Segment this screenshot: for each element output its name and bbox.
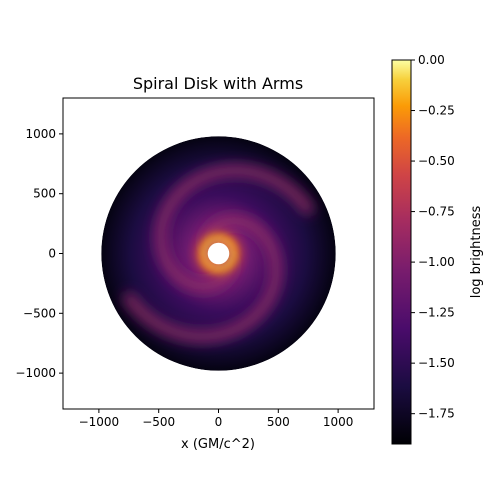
x-axis: −1000 −500 0 500 1000	[79, 409, 354, 429]
y-tick-label: 1000	[25, 127, 56, 141]
inner-glow-ring	[198, 233, 239, 274]
colorbar-tick-label: −0.25	[418, 104, 455, 118]
spiral-arm-core	[126, 217, 279, 340]
colorbar-gradient	[391, 59, 412, 445]
x-axis-label: x (GM/c^2)	[181, 437, 255, 452]
y-tick-label: −500	[23, 306, 56, 320]
chart-title: Spiral Disk with Arms	[133, 74, 303, 93]
x-tick-label: −1000	[79, 415, 120, 429]
colorbar-tick-label: 0.00	[418, 53, 445, 67]
colorbar-label: log brightness	[469, 206, 484, 299]
x-tick-label: 1000	[323, 415, 354, 429]
plot-area	[62, 97, 375, 410]
colorbar-tick-label: −0.75	[418, 205, 455, 219]
colorbar-tick-label: −1.25	[418, 306, 455, 320]
y-tick-label: 500	[33, 187, 56, 201]
y-tick-label: −1000	[15, 366, 56, 380]
spiral-arm-core	[158, 167, 311, 290]
y-tick-label: 0	[48, 247, 56, 261]
colorbar-tick-label: −0.50	[418, 154, 455, 168]
colorbar-ticks: 0.00 −0.25 −0.50 −0.75 −1.00 −1.25 −1.50 −1.75	[411, 53, 455, 421]
inner-hole	[207, 242, 230, 265]
inner-bright-ring	[203, 238, 234, 269]
colorbar-tick-label: −1.75	[418, 407, 455, 421]
y-axis: 1000 500 0 −500 −1000	[15, 127, 63, 380]
colorbar: 0.00−0.25−0.50−0.75−1.00−1.25−1.50−1.75 …	[391, 53, 484, 445]
x-tick-label: 0	[215, 415, 223, 429]
x-tick-label: 500	[267, 415, 290, 429]
x-tick-label: −500	[142, 415, 175, 429]
colorbar-tick-label: −1.00	[418, 255, 455, 269]
colorbar-tick-label: −1.50	[418, 356, 455, 370]
